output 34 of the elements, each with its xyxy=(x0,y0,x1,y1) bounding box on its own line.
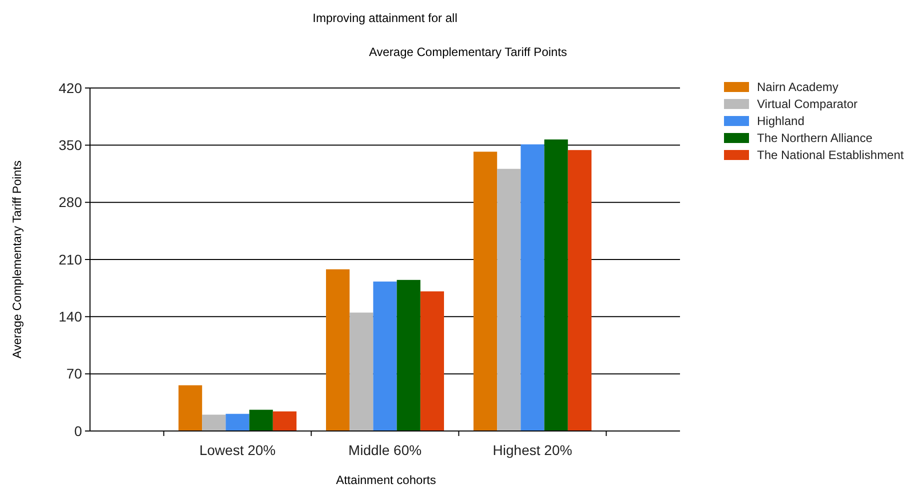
y-tick-label: 280 xyxy=(58,194,82,210)
bar xyxy=(544,139,568,431)
y-tick-label: 0 xyxy=(74,422,82,439)
legend-label: The National Establishment xyxy=(757,148,904,162)
x-tick-label: Highest 20% xyxy=(492,442,572,458)
bar xyxy=(396,280,420,431)
y-axis-title: Average Complementary Tariff Points xyxy=(10,160,24,359)
bar xyxy=(350,312,374,431)
bar xyxy=(497,168,521,431)
y-tick-label: 420 xyxy=(58,80,82,96)
bar xyxy=(520,144,544,431)
y-tick-label: 210 xyxy=(58,251,82,268)
bar xyxy=(272,411,296,431)
legend-label: Nairn Academy xyxy=(757,80,838,94)
x-axis-title: Attainment cohorts xyxy=(336,473,436,486)
bar xyxy=(202,414,226,431)
bar xyxy=(226,414,250,431)
bar xyxy=(178,385,202,431)
legend-label: Virtual Comparator xyxy=(757,97,858,112)
y-tick-label: 140 xyxy=(58,308,82,325)
y-tick-label: 70 xyxy=(66,366,82,382)
chart-subtitle: Average Complementary Tariff Points xyxy=(368,45,568,59)
legend-label: Highland xyxy=(757,114,804,128)
y-tick-label: 350 xyxy=(58,137,82,154)
bar xyxy=(249,410,273,431)
bar xyxy=(568,150,592,431)
chart-title: Improving attainment for all xyxy=(312,11,458,25)
bar xyxy=(326,269,350,431)
x-tick-label: Middle 60% xyxy=(348,442,422,458)
bar xyxy=(420,291,444,431)
bar xyxy=(373,282,397,431)
legend-label: The Northern Alliance xyxy=(757,131,873,146)
bar xyxy=(474,152,498,431)
x-tick-label: Lowest 20% xyxy=(199,442,276,458)
